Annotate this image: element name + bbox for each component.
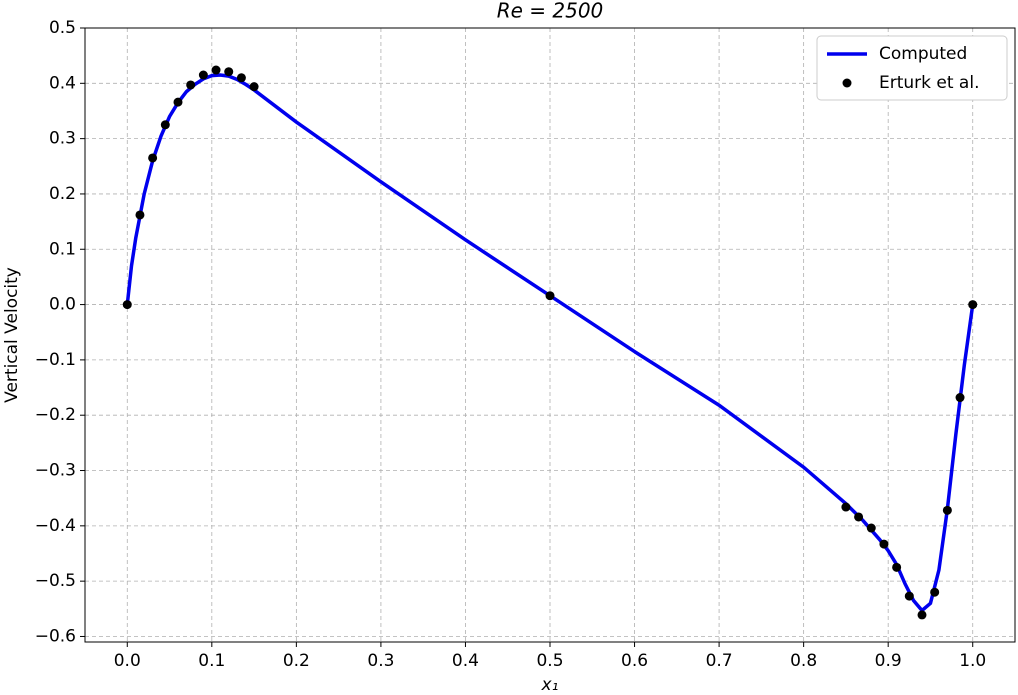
data-point [135,210,145,220]
x-tick-label: 0.8 [790,651,817,671]
data-point [904,591,914,601]
y-tick-label: −0.3 [35,461,76,481]
data-point [224,67,234,77]
data-point [854,512,864,522]
data-point [122,300,132,310]
x-axis-label: x₁ [541,675,559,695]
data-point [545,291,555,301]
y-tick-label: −0.5 [35,571,76,591]
y-tick-label: 0.2 [49,184,76,204]
data-point [892,562,902,572]
data-point [211,65,221,75]
y-tick-label: −0.1 [35,350,76,370]
data-point [249,82,259,92]
data-point [930,587,940,597]
data-point [186,80,196,90]
y-tick-label: 0.0 [49,295,76,315]
x-tick-label: 1.0 [959,651,986,671]
y-tick-label: 0.1 [49,239,76,259]
plot-frame [84,27,1016,643]
x-tick-label: 0.9 [875,651,902,671]
y-tick-label: −0.2 [35,405,76,425]
y-tick-label: −0.6 [35,626,76,646]
legend-label: Erturk et al. [879,73,979,93]
x-tick-label: 0.0 [114,651,141,671]
legend-box [816,35,1008,101]
data-point [968,300,978,310]
x-tick-label: 0.6 [621,651,648,671]
y-tick-label: −0.4 [35,516,76,536]
data-point [236,73,246,83]
data-point [148,153,158,163]
x-tick-label: 0.2 [283,651,310,671]
legend-marker [842,78,852,88]
x-tick-label: 0.1 [198,651,225,671]
x-tick-label: 0.7 [706,651,733,671]
data-point [198,70,208,80]
x-tick-label: 0.3 [367,651,394,671]
y-tick-label: 0.3 [49,129,76,149]
data-point [879,539,889,549]
y-axis-label: Vertical Velocity [2,267,22,403]
data-point [173,97,183,107]
data-point [866,523,876,533]
data-point [841,502,851,512]
legend-label: Computed [879,44,967,64]
y-tick-label: 0.4 [49,73,76,93]
y-tick-label: 0.5 [49,18,76,38]
chart-title: Re = 2500 [497,0,604,23]
x-tick-label: 0.5 [536,651,563,671]
computed-line [125,73,975,613]
data-point [942,505,952,515]
x-tick-label: 0.4 [452,651,479,671]
data-point [160,120,170,130]
data-point [917,610,927,620]
data-point [955,393,965,403]
